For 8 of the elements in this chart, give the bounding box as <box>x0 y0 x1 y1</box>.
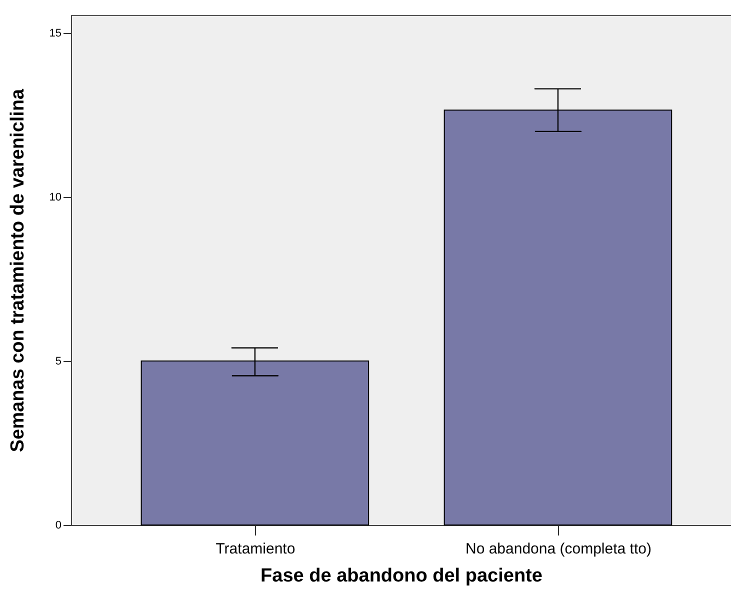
y-tick-label: 15 <box>49 28 62 40</box>
y-tick-label: 0 <box>55 520 62 532</box>
y-tick-label: 5 <box>55 356 62 368</box>
x-axis-title: Fase de abandono del paciente <box>260 566 542 586</box>
y-axis-title: Semanas con tratamiento de vareniclina <box>7 88 28 452</box>
x-tick-label: Tratamiento <box>216 540 296 558</box>
y-tick-label: 10 <box>49 192 62 204</box>
x-tick-label: No abandona (completa tto) <box>465 540 652 558</box>
